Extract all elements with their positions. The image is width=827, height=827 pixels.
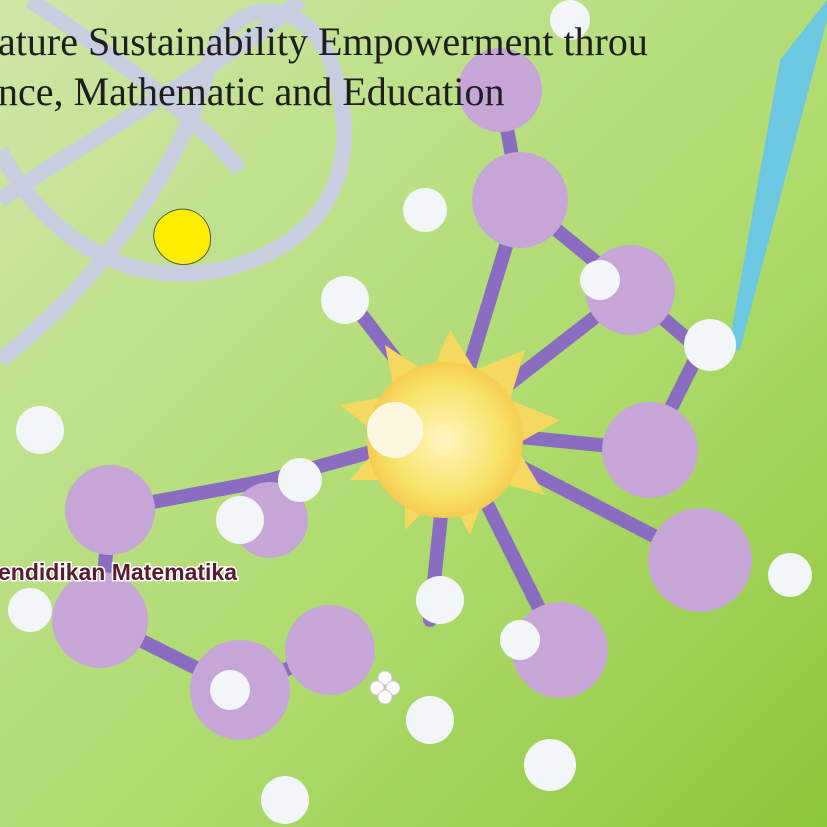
- title-line-2: nce, Mathematic and Education: [0, 69, 504, 114]
- title-line-1: ature Sustainability Empowerment throu: [0, 19, 648, 64]
- poster: ature Sustainability Empowerment throu n…: [0, 0, 827, 827]
- subtitle: endidikan Matematika: [0, 559, 237, 585]
